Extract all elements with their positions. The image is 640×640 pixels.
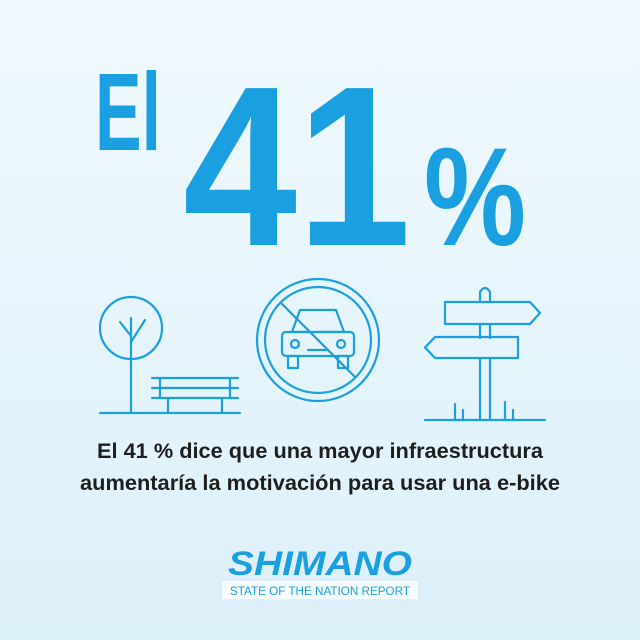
tagline-box (220, 579, 420, 601)
park-icon (98, 295, 242, 415)
signpost-icon (423, 286, 547, 422)
headline-number: 41 (183, 40, 411, 294)
headline-suffix: % (424, 118, 526, 275)
brand-name: SHIMANO (228, 545, 412, 583)
no-car-icon (255, 277, 381, 403)
caption-line: aumentaría la motivación para usar una e… (80, 472, 560, 495)
headline-prefix: El (95, 51, 161, 174)
brand-tagline: STATE OF THE NATION REPORT (230, 584, 411, 598)
caption-line: El 41 % dice que una mayor infraestructu… (97, 440, 543, 463)
